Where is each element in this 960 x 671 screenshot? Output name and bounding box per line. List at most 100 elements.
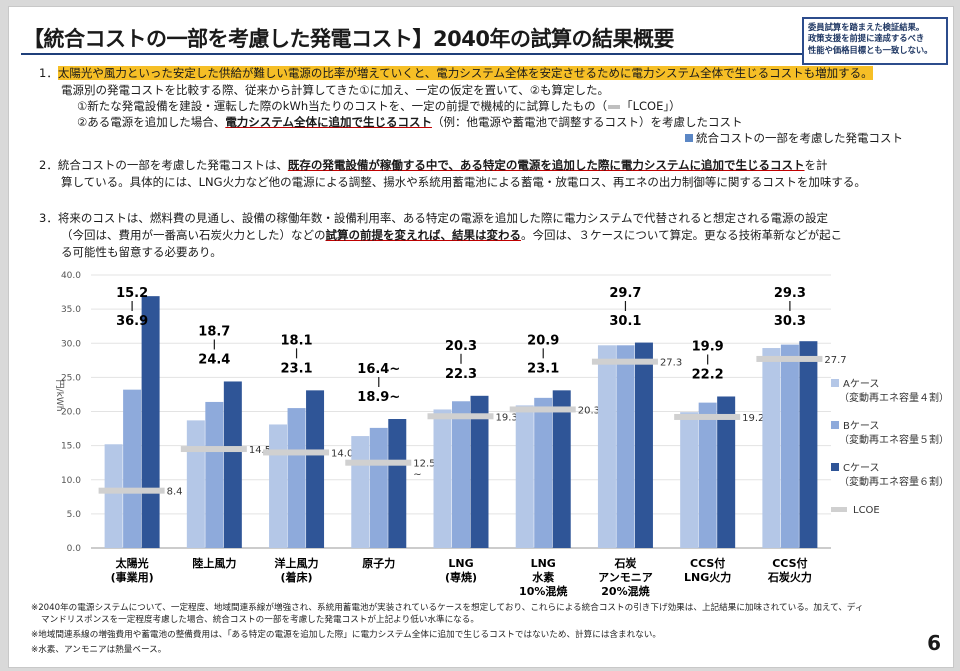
text: ） [669, 99, 681, 113]
paragraph-2-line-2: 算している。具体的には、LNG火力など他の電源による調整、揚水や系統用蓄電池によ… [61, 175, 866, 189]
x-category-label: LNG火力 [684, 570, 731, 584]
legend-sublabel: （変動再エネ容量６割） [839, 475, 949, 488]
legend-label-lcoe: LCOE [853, 505, 880, 516]
bar-chart: 0.0 5.0 10.0 15.0 20.0 25.0 30.0 35.0 40.0 円/kWh 8… [54, 271, 949, 598]
page-title: 【統合コストの一部を考慮した発電コスト】2040年の試算の結果概要 [23, 27, 674, 51]
lcoe-marker [180, 446, 247, 453]
text: ②ある電源を追加した場合、 [77, 115, 226, 129]
y-tick-label: 0.0 [67, 544, 82, 554]
bar-Aケース [186, 420, 205, 548]
lcoe-label: 20.3 [578, 405, 600, 416]
legend-sublabel: （変動再エネ容量４割） [839, 391, 949, 404]
range-label-high: 30.3 [774, 314, 806, 329]
y-tick-label: 35.0 [61, 305, 81, 315]
paragraph-number: 3． [39, 211, 58, 225]
bar-Cケース [799, 341, 818, 548]
bar-Aケース [597, 345, 616, 548]
bar-Cケース [223, 381, 242, 548]
range-label-high: 22.2 [692, 367, 724, 382]
lcoe-label: 19.2 [742, 413, 764, 424]
range-label-high: 23.1 [281, 361, 313, 376]
lcoe-marker [427, 413, 494, 420]
range-label-low: 29.7 [609, 286, 641, 301]
range-label-high: 24.4 [198, 352, 230, 367]
range-label-low: 20.3 [445, 339, 477, 354]
bar-Bケース [205, 401, 224, 548]
range-label-low: 16.4~ [357, 362, 400, 377]
x-category-label: 20%混焼 [601, 584, 649, 598]
text: 。今回は、３ケースについて算定。更なる技術革新などが起こ [521, 228, 843, 242]
y-tick-label: 25.0 [61, 373, 81, 383]
lcoe-label: 27.3 [660, 358, 682, 369]
footnote: マンドリスポンスを一定程度考慮した場合、統合コストの一部を考慮した発電コストが上… [41, 615, 479, 625]
lcoe-label: ~ [413, 470, 421, 481]
legend-label: Bケース [843, 420, 879, 432]
y-tick-label: 15.0 [61, 442, 81, 452]
legend-swatch [831, 463, 839, 471]
text: （今回は、費用が一番高い石炭火力とした）などの [61, 228, 326, 242]
bar-Cケース [141, 296, 160, 548]
bar-Bケース [616, 345, 635, 548]
paragraph-1-line-1: 1．太陽光や風力といった安定した供給が難しい電源の比率が増えていくと、電力システ… [39, 65, 873, 81]
lcoe-marker [345, 459, 412, 466]
lcoe-marker [263, 449, 330, 456]
bar-Bケース [780, 344, 799, 548]
paragraph-number: 2． [39, 158, 58, 172]
x-category-label: (専焼) [445, 570, 477, 584]
highlighted-text: 太陽光や風力といった安定した供給が難しい電源の比率が増えていくと、電力システム全… [57, 66, 873, 80]
x-category-label: 太陽光 [115, 556, 149, 570]
bar-Cケース [470, 395, 489, 548]
paragraph-1-line-2: 電源別の発電コストを比較する際、従来から計算してきた①に加え、一定の仮定を置いて… [61, 83, 610, 97]
text: 「LCOE」 [621, 99, 670, 113]
range-label-high: 36.9 [116, 314, 148, 329]
paragraph-1-line-3: ①新たな発電設備を建設・運転した際のkWh当たりのコストを、一定の前提で機械的に… [77, 98, 681, 114]
x-category-label: CCS付 [690, 556, 725, 570]
lcoe-marker [98, 487, 165, 494]
text: ①新たな発電設備を建設・運転した際のkWh当たりのコストを、一定の前提で機械的に… [77, 99, 608, 113]
y-tick-label: 30.0 [61, 339, 81, 349]
x-category-label: アンモニア [598, 571, 653, 584]
footnote: ※2040年の電源システムについて、一定程度、地域間連系線が増強され、系統用蓄電… [31, 603, 864, 613]
bar-Aケース [433, 409, 452, 548]
footnote: ※水素、アンモニアは熱量ベース。 [31, 645, 167, 655]
underlined-text: 試算の前提を変えれば、結果は変わる [325, 228, 522, 242]
legend-square-icon [685, 134, 693, 142]
paragraph-2-line-1: 2．統合コストの一部を考慮した発電コストは、既存の発電設備が稼働する中で、ある特… [39, 157, 828, 173]
lcoe-marker [756, 355, 823, 362]
paragraph-3-line-1: 3．将来のコストは、燃料費の見通し、設備の稼働年数・設備利用率、ある特定の電源を… [39, 210, 828, 226]
lcoe-label: 27.7 [824, 355, 846, 366]
range-label-high: 22.3 [445, 367, 477, 382]
range-label-low: 29.3 [774, 286, 806, 301]
x-category-label: 石炭火力 [767, 570, 812, 584]
lcoe-marker [591, 358, 658, 365]
lcoe-marker [674, 413, 741, 420]
bar-Aケース [269, 424, 288, 548]
text: 将来のコストは、燃料費の見通し、設備の稼働年数・設備利用率、ある特定の電源を追加… [57, 211, 828, 225]
legend-swatch [831, 421, 839, 429]
bar-Aケース [515, 405, 534, 548]
x-category-label: (着床) [281, 570, 313, 584]
y-tick-label: 40.0 [61, 271, 81, 281]
paragraph-3-line-3: る可能性も留意する必要あり。 [61, 245, 222, 259]
note-line: 政策支援を前提に達成するべき [808, 33, 925, 44]
legend-label: Cケース [843, 462, 879, 474]
text: （例：他電源や蓄電池で調整するコスト）を考慮したコスト [431, 115, 743, 129]
underlined-text: 既存の発電設備が稼働する中で、ある特定の電源を追加した際に電力システムに追加で生… [287, 158, 805, 172]
bar-Bケース [698, 402, 717, 548]
bar-Bケース [123, 389, 142, 548]
x-category-label: 洋上風力 [275, 556, 319, 570]
range-label-low: 20.9 [527, 333, 559, 348]
range-label-low: 18.1 [281, 333, 313, 348]
lcoe-label: 12.5 [413, 459, 435, 470]
paragraph-1-line-4: ②ある電源を追加した場合、電力システム全体に追加で生じるコスト（例：他電源や蓄電… [77, 114, 742, 130]
bar-Cケース [634, 342, 653, 548]
title-divider [21, 53, 939, 55]
bar-Aケース [762, 348, 781, 548]
range-label-high: 30.1 [609, 314, 641, 329]
x-category-label: 水素 [532, 570, 554, 584]
text: を計 [804, 158, 828, 172]
inline-legend: 統合コストの一部を考慮した発電コスト [685, 130, 903, 146]
lcoe-label: 14.5 [249, 445, 271, 456]
bar-Cケース [306, 390, 325, 548]
range-label-high: 23.1 [527, 361, 559, 376]
